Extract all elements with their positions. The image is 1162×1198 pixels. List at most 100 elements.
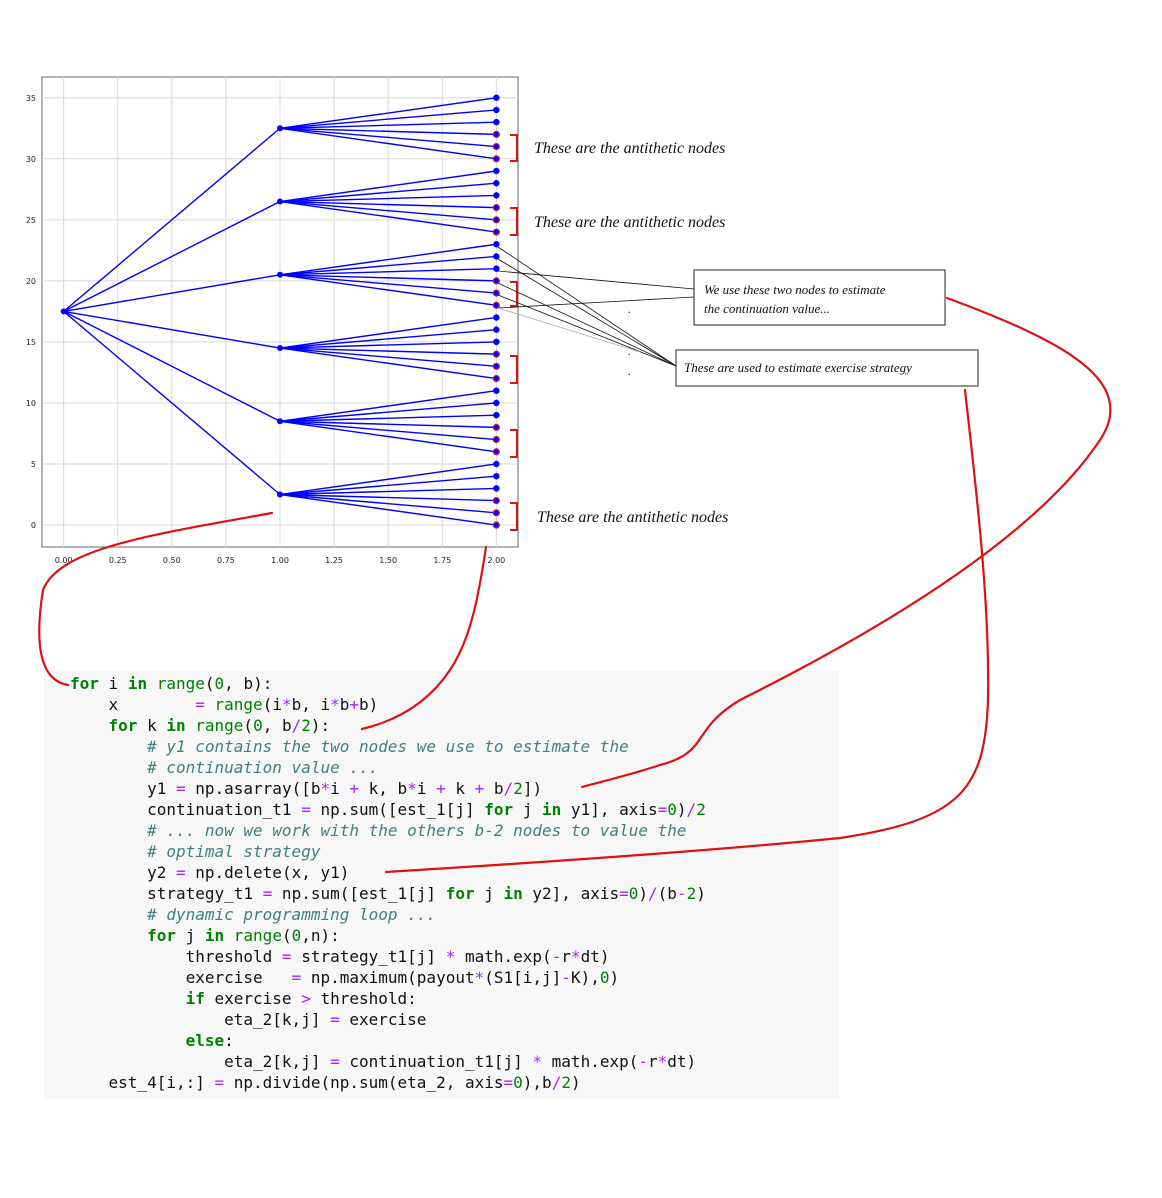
antithetic-leaf-node (492, 521, 500, 529)
y-tick-label: 20 (26, 277, 36, 286)
antithetic-bracket (510, 207, 518, 236)
y-tick-label: 35 (26, 94, 36, 103)
leaf-node (493, 240, 500, 248)
tree-edge (279, 493, 497, 514)
connector-line (497, 270, 695, 290)
tree-edge (279, 200, 497, 233)
tree-edge (279, 109, 497, 129)
tree-edge (279, 194, 497, 203)
y-tick-label: 5 (31, 460, 36, 469)
tree-edge (279, 347, 497, 380)
leaf-node (493, 387, 500, 394)
tree-edge (279, 402, 497, 422)
tree-edge (279, 170, 497, 203)
code-line: # dynamic programming loop ... (147, 905, 437, 924)
grid (42, 77, 518, 547)
level1-node (277, 491, 283, 498)
continuation-note-line2: the continuation value... (704, 301, 830, 316)
antithetic-leaf-node (492, 277, 500, 285)
leaf-node (493, 472, 500, 480)
code-line: y1 = np.asarray([b*i + k, b*i + k + b/2]… (70, 779, 543, 798)
antithetic-label: These are the antithetic nodes (534, 140, 725, 157)
connector-lines (497, 246, 695, 367)
antithetic-leaf-node (492, 509, 500, 517)
connector-line (497, 307, 641, 353)
code-line: # y1 contains the two nodes we use to es… (147, 737, 629, 756)
x-tick-label: 1.50 (379, 556, 397, 565)
leaf-node (493, 253, 500, 260)
tree-edges (63, 97, 497, 526)
leaf-node (493, 399, 500, 407)
leaf-node (493, 411, 500, 419)
tree-edge (63, 310, 281, 422)
code-block-background (44, 671, 839, 1099)
antithetic-leaf-node (492, 289, 500, 297)
leaf-node (493, 326, 500, 333)
antithetic-leaf-node (492, 155, 500, 163)
arrow-level1-to-loop (38, 511, 274, 687)
ellipsis-dot: . (628, 344, 631, 358)
leaf-node (493, 338, 500, 346)
code-line: for j in range(0,n): (147, 926, 340, 945)
tree-edge (279, 243, 497, 276)
connector-line (497, 294, 677, 367)
tree-edge (63, 310, 281, 496)
tree-edge (279, 274, 497, 306)
antithetic-leaf-node (492, 362, 500, 370)
code-line: for i in range(0, b): (70, 674, 273, 693)
antithetic-leaf-node (492, 423, 500, 431)
leaf-node (493, 485, 500, 492)
code-line: # ... now we work with the others b-2 no… (147, 821, 687, 840)
code-line: exercise = np.maximum(payout*(S1[i,j]-K)… (70, 968, 620, 987)
tree-edge (279, 420, 497, 429)
antithetic-leaf-node (492, 204, 500, 212)
arrow-box-to-y1 (580, 296, 1112, 789)
leaf-node (493, 118, 500, 126)
arrow-leaves-to-inner-loop (360, 545, 488, 731)
level1-node (277, 198, 283, 205)
y-tick-label: 25 (26, 216, 36, 225)
connector-line (497, 296, 695, 309)
code-line: eta_2[k,j] = exercise (70, 1010, 427, 1029)
antithetic-label: These are the antithetic nodes (534, 214, 725, 231)
level1-node (277, 345, 283, 352)
x-tick-label: 1.75 (433, 556, 451, 565)
tree-edge (279, 414, 497, 422)
antithetic-leaf-node (492, 142, 500, 151)
code-line: if exercise > threshold: (185, 989, 417, 1008)
tree-edge (279, 493, 497, 526)
leaf-node (493, 460, 500, 468)
code-line: continuation_t1 = np.sum([est_1[j] for j… (70, 800, 706, 819)
tree-edge (279, 200, 497, 209)
code-block: for i in range(0, b): x = range(i*b, i*b… (70, 673, 706, 1093)
tree-edge (279, 487, 497, 496)
tree-edge (63, 200, 281, 313)
antithetic-label: These are the antithetic nodes (537, 509, 728, 526)
x-tick-label: 1.25 (325, 556, 343, 565)
tree-edge (279, 267, 497, 276)
tree-edge (279, 274, 497, 294)
tree-edge (279, 329, 497, 349)
code-line: y2 = np.delete(x, y1) (70, 863, 350, 882)
level1-node (277, 271, 283, 278)
leaf-node (493, 314, 500, 321)
leaf-node (493, 179, 500, 187)
tree-edge (279, 390, 497, 422)
continuation-note-line1: We use these two nodes to estimate (704, 282, 886, 297)
root-node (60, 308, 67, 315)
tree-edge (279, 97, 497, 129)
y-tick-label: 15 (26, 338, 36, 347)
tree-edge (279, 255, 497, 276)
exercise-note-box (675, 349, 979, 387)
x-tick-label: 0.75 (217, 556, 235, 565)
antithetic-leaf-node (492, 435, 500, 444)
x-tick-label: 0.00 (55, 556, 73, 565)
tree-edge (279, 347, 497, 355)
antithetic-leaf-node (492, 350, 500, 358)
leaf-node (493, 192, 500, 199)
antithetic-brackets (510, 134, 518, 531)
leaf-node (493, 167, 500, 175)
antithetic-leaf-node (492, 228, 500, 236)
arrow-box-to-y2 (384, 388, 990, 874)
tree-edge (279, 200, 497, 221)
